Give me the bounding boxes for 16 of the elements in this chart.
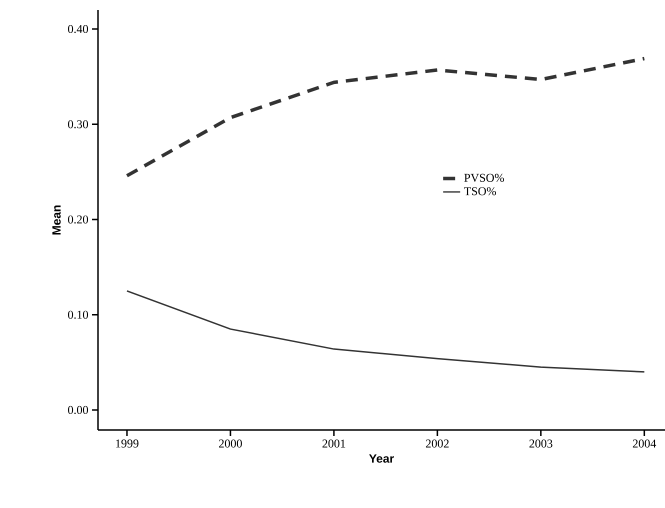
x-tick-label: 2002 bbox=[426, 440, 449, 448]
legend-label: PVSO% bbox=[464, 174, 504, 182]
x-tick-label: 1999 bbox=[116, 440, 138, 448]
legend-label: TSO% bbox=[464, 187, 496, 196]
x-tick-label: 2003 bbox=[529, 440, 552, 448]
y-axis-title: Mean bbox=[52, 205, 61, 234]
x-tick-label: 2000 bbox=[219, 440, 242, 448]
y-tick-label: 0.00 bbox=[68, 406, 88, 414]
x-axis-title: Year bbox=[369, 454, 394, 463]
y-tick-label: 0.10 bbox=[68, 310, 88, 319]
y-tick-label: 0.30 bbox=[68, 120, 88, 128]
y-tick-label: 0.20 bbox=[68, 215, 88, 224]
line-series bbox=[126, 290, 646, 373]
x-tick-label: 2001 bbox=[322, 440, 346, 448]
y-tick-label: 0.40 bbox=[68, 24, 88, 34]
x-tick-label: 2004 bbox=[632, 440, 656, 448]
